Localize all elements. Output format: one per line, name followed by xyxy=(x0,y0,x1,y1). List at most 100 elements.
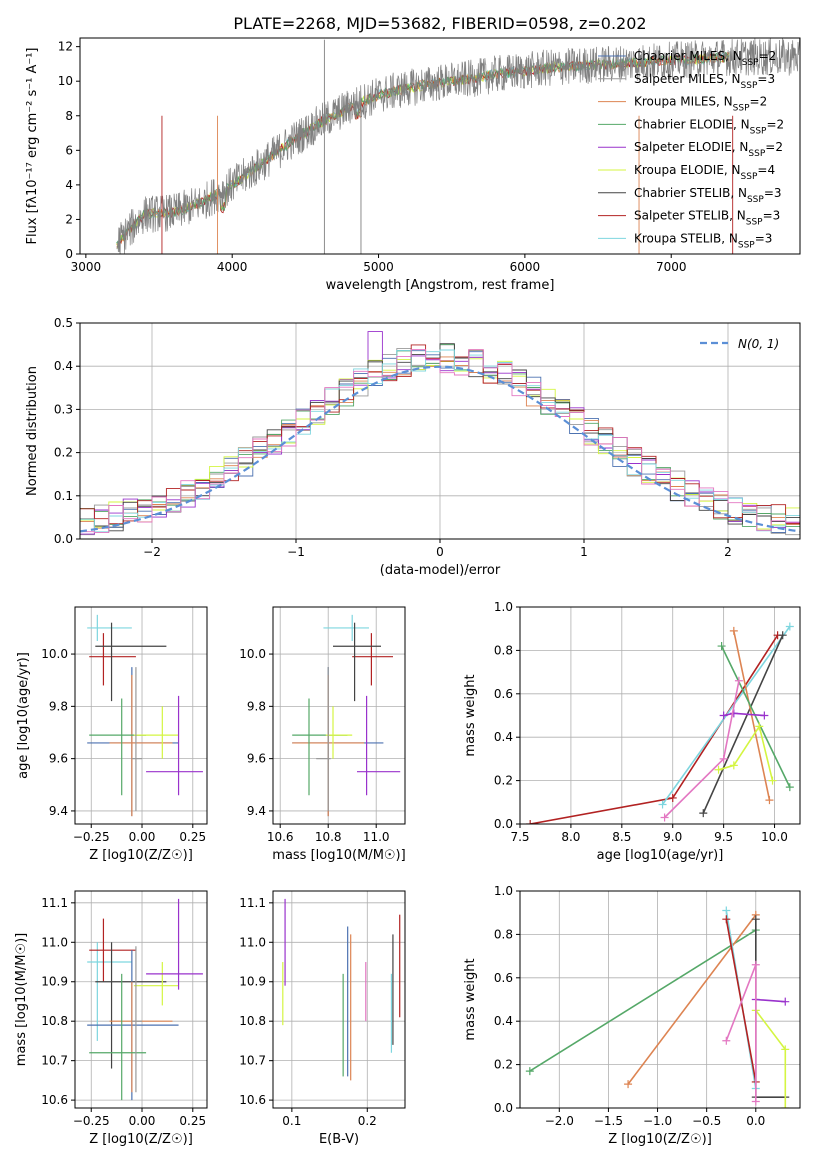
mass-weight-line xyxy=(725,964,757,1102)
x-tick-label: 9.5 xyxy=(714,830,733,844)
y-tick-label: 0.8 xyxy=(494,643,513,657)
mass-weight-marker xyxy=(778,631,787,640)
mass-weight-line xyxy=(702,634,784,814)
y-tick-label: 9.8 xyxy=(49,699,68,713)
legend-label: Salpeter STELIB, NSSP=3 xyxy=(634,209,780,228)
axes-frame xyxy=(272,890,406,1109)
x-tick-label: 0.25 xyxy=(179,830,206,844)
y-axis-label: age [log10(age/yr)] xyxy=(16,652,31,779)
mass-vs-EBV-marks xyxy=(282,898,401,1081)
y-tick-label: 9.8 xyxy=(247,699,266,713)
x-tick-label: −0.25 xyxy=(73,1114,110,1128)
y-tick-label: 9.4 xyxy=(49,804,68,818)
y-tick-label: 0.0 xyxy=(494,817,513,831)
mass-weight-marker xyxy=(699,809,708,818)
mass-weight-marker xyxy=(722,1036,731,1045)
x-tick-label: 0.25 xyxy=(179,1114,206,1128)
y-tick-label: 0.8 xyxy=(494,927,513,941)
mass-weight-marker xyxy=(729,761,738,770)
y-tick-label: 2 xyxy=(65,212,73,226)
legend-label: Chabrier MILES, NSSP=2 xyxy=(634,49,776,68)
y-axis-label: Flux [fλ10⁻¹⁷ erg cm⁻² s⁻¹ A⁻¹] xyxy=(25,48,40,245)
axes-frame xyxy=(79,37,801,255)
y-tick-label: 10.7 xyxy=(239,1054,266,1068)
mass-weight-marker xyxy=(751,915,760,924)
y-tick-label: 10.0 xyxy=(239,647,266,661)
x-axis-label: Z [log10(Z/Z☉)] xyxy=(89,848,193,863)
x-tick-label: 0.00 xyxy=(129,1114,156,1128)
x-axis-label: wavelength [Angstrom, rest frame] xyxy=(326,278,555,293)
mass-weight-marker xyxy=(781,997,790,1006)
y-tick-label: 0.0 xyxy=(54,532,73,546)
mass-weight-marker xyxy=(781,1045,790,1054)
weight-vs-Z-panel: −2.0 −1.5 −1.0 −0.5 0.0 0.0 0.2 0.4 0.6 0.8 1.0 Z [… xyxy=(463,884,801,1147)
x-tick-label: −1.5 xyxy=(594,1114,623,1128)
y-axis-label: mass weight xyxy=(463,958,478,1040)
x-tick-label: 8.5 xyxy=(612,830,631,844)
age-vs-Z-marks xyxy=(87,614,203,817)
y-tick-label: 9.4 xyxy=(247,804,266,818)
axes-frame xyxy=(74,890,208,1109)
y-tick-label: 8 xyxy=(65,109,73,123)
legend-label: Salpeter MILES, NSSP=3 xyxy=(634,72,775,91)
y-tick-label: 10.8 xyxy=(239,1014,266,1028)
y-tick-label: 0.0 xyxy=(494,1101,513,1115)
mass-weight-line xyxy=(755,919,786,1098)
mass-weight-marker xyxy=(785,622,794,631)
y-tick-label: 9.6 xyxy=(247,752,266,766)
mass-weight-marker xyxy=(760,711,769,720)
x-tick-label: 1 xyxy=(580,545,588,559)
y-tick-label: 10.9 xyxy=(41,975,68,989)
x-tick-label: 4000 xyxy=(217,260,248,274)
x-tick-label: 0.1 xyxy=(282,1114,301,1128)
mass-weight-marker xyxy=(785,783,794,792)
x-tick-label: −0.5 xyxy=(692,1114,721,1128)
residuals-panel: −2 −1 0 1 2 0.0 0.1 0.2 0.3 0.4 0.5 (data-model)/er… xyxy=(25,316,801,578)
mass-weight-marker xyxy=(768,776,777,785)
mass-weight-marker xyxy=(668,793,677,802)
age-vs-mass-panel: 10.6 10.8 11.0 9.4 9.6 9.8 10.0 mass [log10(M/M… xyxy=(239,606,406,863)
weight-vs-age-marks xyxy=(526,622,794,824)
mass-weight-marker xyxy=(722,906,731,915)
mass-weight-marker xyxy=(719,711,728,720)
axes-frame xyxy=(272,606,406,825)
legend-label: Kroupa MILES, NSSP=2 xyxy=(634,95,767,114)
mass-vs-Z-panel: −0.25 0.00 0.25 10.6 10.7 10.8 10.9 11.0 11.1 Z [… xyxy=(14,890,208,1147)
y-tick-label: 11.0 xyxy=(41,935,68,949)
x-tick-label: 3000 xyxy=(71,260,102,274)
legend-label: Kroupa STELIB, NSSP=3 xyxy=(634,231,772,250)
x-tick-label: 9.0 xyxy=(663,830,682,844)
y-tick-label: 10.9 xyxy=(239,975,266,989)
mass-weight-marker xyxy=(729,626,738,635)
y-tick-label: 11.1 xyxy=(239,896,266,910)
y-tick-label: 0.6 xyxy=(494,687,513,701)
y-tick-label: 11.1 xyxy=(41,896,68,910)
y-tick-label: 1.0 xyxy=(494,884,513,898)
legend-label: Chabrier STELIB, NSSP=3 xyxy=(634,186,782,205)
y-tick-label: 0.2 xyxy=(494,1058,513,1072)
x-tick-label: 2 xyxy=(724,545,732,559)
x-axis-label: E(B-V) xyxy=(319,1132,359,1147)
x-tick-label: 10.8 xyxy=(315,830,342,844)
y-tick-label: 0.5 xyxy=(54,316,73,330)
spectrum-legend: Chabrier MILES, NSSP=2 Salpeter MILES, NS… xyxy=(598,49,784,250)
x-axis-label: Z [log10(Z/Z☉)] xyxy=(89,1132,193,1147)
observed-spectrum-line xyxy=(116,38,800,254)
x-tick-label: −1 xyxy=(287,545,305,559)
mass-weight-marker xyxy=(714,765,723,774)
mass-weight-line xyxy=(720,645,791,788)
legend-label: Kroupa ELODIE, NSSP=4 xyxy=(634,163,775,182)
age-vs-Z-panel: −0.25 0.00 0.25 9.4 9.6 9.8 10.0 Z [log10(Z/Z☉)… xyxy=(16,606,208,863)
mass-vs-EBV-panel: 0.1 0.2 10.6 10.7 10.8 10.9 11.0 11.1 E(B-V) xyxy=(239,890,406,1147)
x-tick-label: −0.25 xyxy=(73,830,110,844)
spectrum-marks xyxy=(116,38,800,254)
y-tick-label: 10.0 xyxy=(41,647,68,661)
mass-weight-marker xyxy=(734,676,743,685)
mass-weight-marker xyxy=(751,960,760,969)
mass-weight-marker xyxy=(660,813,669,822)
x-tick-label: 0.00 xyxy=(129,830,156,844)
y-axis-label: mass weight xyxy=(463,674,478,756)
y-axis-label: Normed distribution xyxy=(25,366,40,496)
x-tick-label: −2.0 xyxy=(545,1114,574,1128)
